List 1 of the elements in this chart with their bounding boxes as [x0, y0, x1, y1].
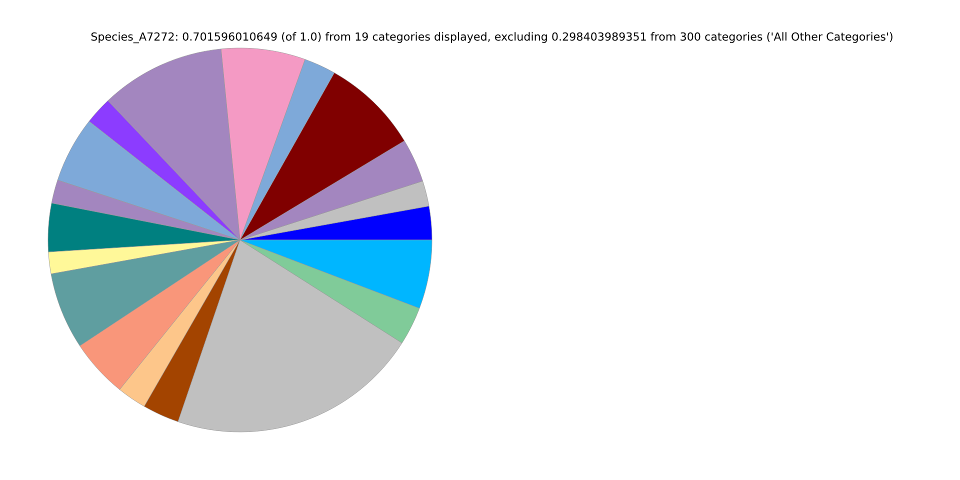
- text: Species_A7272: 0.701596010649 (of 1.0) from 19 categories displayed, excluding 0.298403989351 from 300 categories ('All Other Categories'): [91, 32, 892, 44]
